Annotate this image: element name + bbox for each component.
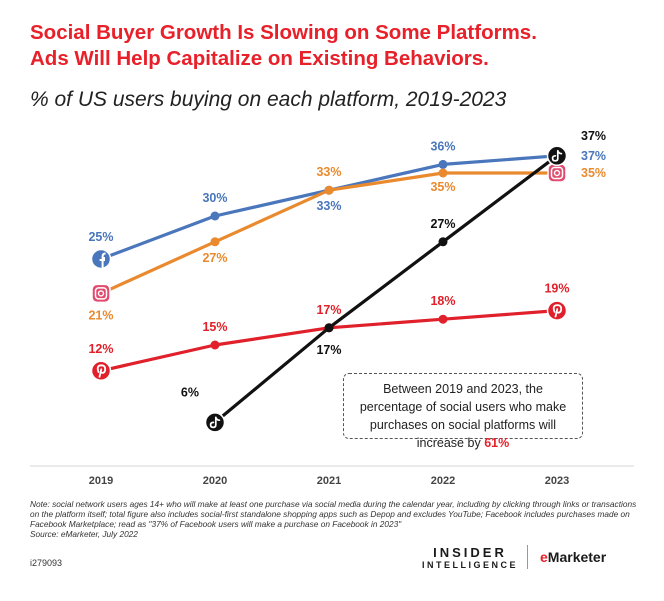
emarketer-logo: eMarketer: [540, 549, 606, 565]
facebook-data-label: 37%: [581, 149, 606, 163]
tiktok-data-label: 27%: [430, 217, 455, 231]
facebook-data-point: [438, 159, 448, 169]
instagram-data-point: [210, 237, 220, 247]
instagram-data-label: 21%: [88, 308, 113, 322]
x-tick-label: 2019: [89, 475, 113, 487]
instagram-data-point: [324, 185, 334, 195]
tiktok-icon: [546, 145, 568, 167]
pinterest-data-label: 18%: [430, 294, 455, 308]
pinterest-data-label: 19%: [544, 282, 569, 296]
tiktok-data-label: 37%: [581, 129, 606, 143]
emarketer-e: e: [540, 549, 548, 565]
pinterest-data-label: 15%: [202, 320, 227, 334]
facebook-icon: [90, 248, 112, 270]
chart-title: Social Buyer Growth Is Slowing on Some P…: [30, 20, 537, 72]
facebook-data-label: 25%: [88, 230, 113, 244]
logo-insider: INSIDER: [433, 545, 507, 560]
facebook-data-point: [210, 211, 220, 221]
instagram-data-label: 35%: [430, 180, 455, 194]
pinterest-series-line: [100, 309, 558, 373]
emarketer-rest: Marketer: [547, 549, 607, 565]
insider-intelligence-logo: INSIDER INTELLIGENCE: [422, 545, 518, 570]
footnote: Note: social network users ages 14+ who …: [30, 499, 640, 539]
x-tick-label: 2022: [431, 475, 455, 487]
callout-box: Between 2019 and 2023, the percentage of…: [343, 373, 583, 450]
x-tick-label: 2020: [203, 475, 227, 487]
pinterest-data-point: [438, 314, 448, 324]
callout-highlight: 61%: [484, 436, 510, 450]
logo-intelligence: INTELLIGENCE: [422, 560, 519, 570]
tiktok-data-point: [324, 323, 334, 333]
instagram-data-point: [438, 168, 448, 178]
tiktok-data-point: [438, 237, 448, 247]
pinterest-icon: [90, 360, 112, 382]
instagram-icon: [547, 163, 567, 183]
instagram-icon: [91, 283, 111, 304]
x-tick-label: 2023: [545, 475, 569, 487]
instagram-data-label: 27%: [202, 251, 227, 265]
pinterest-data-label: 12%: [88, 342, 113, 356]
pinterest-data-label: 17%: [316, 303, 341, 317]
chart-subtitle: % of US users buying on each platform, 2…: [30, 88, 507, 111]
tiktok-data-label: 6%: [181, 385, 199, 399]
x-tick-label: 2021: [317, 475, 341, 487]
facebook-data-label: 36%: [430, 139, 455, 153]
title-line-2: Ads Will Help Capitalize on Existing Beh…: [30, 47, 489, 70]
facebook-data-label: 30%: [202, 191, 227, 205]
title-line-1: Social Buyer Growth Is Slowing on Some P…: [30, 21, 537, 44]
chart-id: i279093: [30, 558, 63, 568]
tiktok-series-line: [213, 154, 558, 424]
footnote-text: Note: social network users ages 14+ who …: [30, 499, 637, 529]
callout-text: Between 2019 and 2023, the percentage of…: [359, 382, 567, 450]
pinterest-icon: [546, 300, 568, 321]
pinterest-data-point: [210, 340, 220, 350]
instagram-data-label: 33%: [316, 165, 341, 179]
tiktok-icon: [204, 412, 226, 433]
tiktok-data-label: 17%: [316, 343, 341, 357]
facebook-data-label: 33%: [316, 199, 341, 213]
logo-divider: [527, 545, 528, 569]
source-text: Source: eMarketer, July 2022: [30, 529, 138, 539]
instagram-data-label: 35%: [581, 166, 606, 180]
